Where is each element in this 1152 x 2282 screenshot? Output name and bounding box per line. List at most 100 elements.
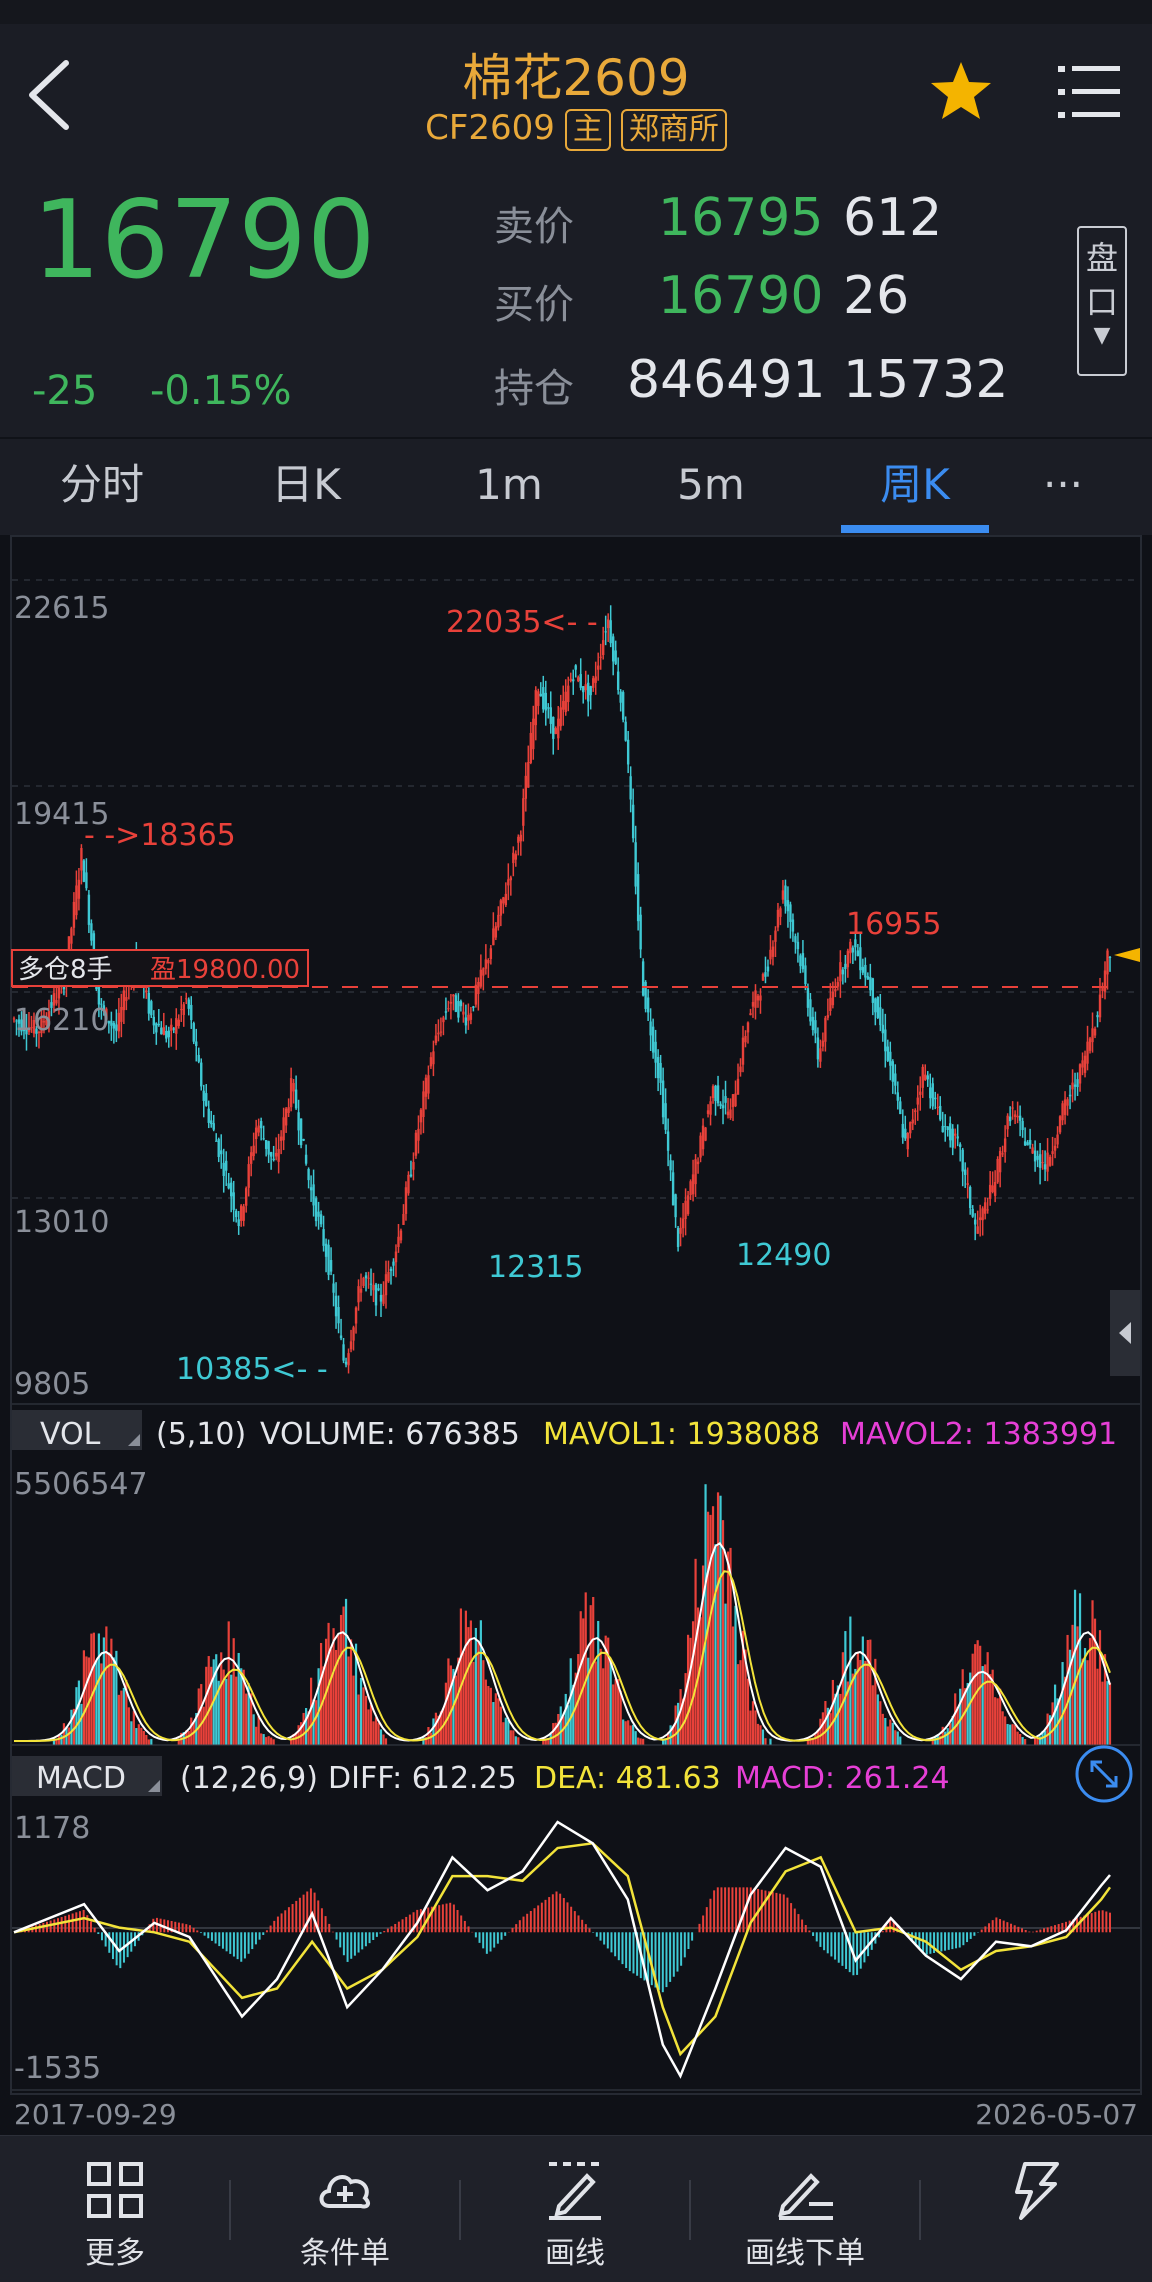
position-profit: 盈19800.00 xyxy=(150,955,300,985)
candle-body xyxy=(1006,1115,1009,1130)
draw-order-icon xyxy=(778,2173,833,2220)
volume-bar xyxy=(262,1734,265,1745)
volume-bar xyxy=(1096,1668,1099,1745)
candle-body xyxy=(1003,1138,1007,1153)
candle-body xyxy=(611,636,615,662)
candle-body xyxy=(846,950,850,968)
candle-body xyxy=(834,989,837,992)
chart-panel[interactable] xyxy=(10,535,1142,2095)
volume-bar xyxy=(472,1661,475,1745)
position-badge[interactable] xyxy=(11,949,309,987)
volume-bar xyxy=(235,1676,238,1745)
candle-body xyxy=(100,1003,103,1005)
volume-bar xyxy=(369,1704,373,1745)
volume-bar xyxy=(150,1738,153,1745)
volume-bar xyxy=(569,1658,572,1745)
candle-body xyxy=(796,941,800,950)
candle-body xyxy=(497,914,500,928)
draw-line-button[interactable]: 画线 xyxy=(460,2136,690,2282)
candle-body xyxy=(364,1275,368,1279)
candle-body xyxy=(976,1226,979,1234)
candle-body xyxy=(626,739,630,765)
candle-body xyxy=(599,656,602,658)
volume-bar xyxy=(117,1694,120,1745)
candle-body xyxy=(177,1019,180,1026)
volume-bar xyxy=(831,1679,834,1745)
tab-1m[interactable]: 1m xyxy=(475,460,543,509)
candle-body xyxy=(961,1149,964,1172)
volume-bar xyxy=(886,1726,889,1745)
volume-bar xyxy=(629,1725,632,1745)
candle-body xyxy=(274,1152,278,1157)
more-button[interactable]: 更多 xyxy=(0,2136,230,2282)
macd-indicator-button[interactable] xyxy=(12,1756,162,1796)
candle-body xyxy=(756,995,760,1001)
candle-body xyxy=(319,1214,323,1225)
tab-intraday[interactable]: 分时 xyxy=(59,460,144,509)
candle-body xyxy=(774,930,777,942)
candle-body xyxy=(1023,1141,1027,1146)
candle-body xyxy=(594,676,597,683)
last-price-marker-icon xyxy=(1114,948,1140,962)
vol-indicator-button[interactable] xyxy=(12,1410,142,1450)
candle-body xyxy=(1073,1084,1077,1087)
macd-y-max: 1178 xyxy=(14,1811,90,1846)
volume-bar xyxy=(260,1733,263,1745)
candle-body xyxy=(729,1109,732,1119)
volume-bar xyxy=(379,1729,383,1745)
volume-bar xyxy=(884,1717,887,1745)
volume-bar xyxy=(1056,1698,1059,1745)
volume-bar xyxy=(934,1737,937,1745)
volume-bar xyxy=(60,1734,63,1745)
favorite-star-icon[interactable] xyxy=(928,58,994,124)
volume-bar xyxy=(319,1642,323,1745)
candle-body xyxy=(15,1020,18,1022)
tab-more[interactable]: ··· xyxy=(1042,460,1084,509)
expand-icon[interactable] xyxy=(1075,1745,1133,1803)
tab-5m[interactable]: 5m xyxy=(677,460,745,509)
draw-order-button[interactable]: 画线下单 xyxy=(690,2136,920,2282)
volume-bar xyxy=(994,1697,997,1745)
candle-body xyxy=(117,1012,121,1032)
volume-bar xyxy=(734,1605,737,1745)
candle-body xyxy=(187,999,190,1009)
volume-bar xyxy=(681,1698,685,1745)
order-book-toggle[interactable]: 盘 口 ▼ xyxy=(1077,226,1127,376)
back-chevron-icon[interactable] xyxy=(22,55,82,135)
candle-body xyxy=(554,728,557,734)
volume-bar xyxy=(349,1639,353,1745)
candle-body xyxy=(1036,1155,1039,1160)
volume-bar xyxy=(507,1720,510,1745)
tab-daily[interactable]: 日K xyxy=(271,460,341,509)
tab-weekly[interactable]: 周K xyxy=(880,460,950,509)
candle-body xyxy=(1103,970,1107,992)
candle-body xyxy=(242,1206,245,1221)
candle-body xyxy=(537,691,540,706)
menu-list-icon[interactable] xyxy=(1058,62,1120,122)
candle-body xyxy=(609,620,612,644)
candle-body xyxy=(302,1138,305,1141)
volume-bar xyxy=(512,1730,515,1745)
candle-body xyxy=(766,966,770,972)
volume-bar xyxy=(102,1637,105,1745)
candle-body xyxy=(1058,1116,1062,1133)
candle-body xyxy=(512,852,515,864)
candle-body xyxy=(794,936,797,943)
candle-body xyxy=(973,1219,977,1225)
volume-bar xyxy=(554,1722,557,1745)
volume-bar xyxy=(232,1638,235,1745)
candle-body xyxy=(624,721,627,741)
quick-trade-button[interactable] xyxy=(920,2136,1150,2282)
candle-body xyxy=(307,1168,310,1181)
candle-body xyxy=(22,1020,26,1032)
candle-body xyxy=(749,1013,752,1016)
candle-body xyxy=(419,1109,423,1123)
volume-bar xyxy=(1004,1716,1007,1745)
conditional-order-button[interactable]: 条件单 xyxy=(230,2136,460,2282)
candle-body xyxy=(741,1037,745,1065)
volume-bar xyxy=(342,1606,345,1745)
chart-svg: 22615 19415 16210 13010 9805 22035<- - -… xyxy=(11,579,1140,2131)
candle-body xyxy=(115,1024,118,1031)
candle-body xyxy=(317,1211,320,1217)
volume-bar xyxy=(337,1634,340,1745)
